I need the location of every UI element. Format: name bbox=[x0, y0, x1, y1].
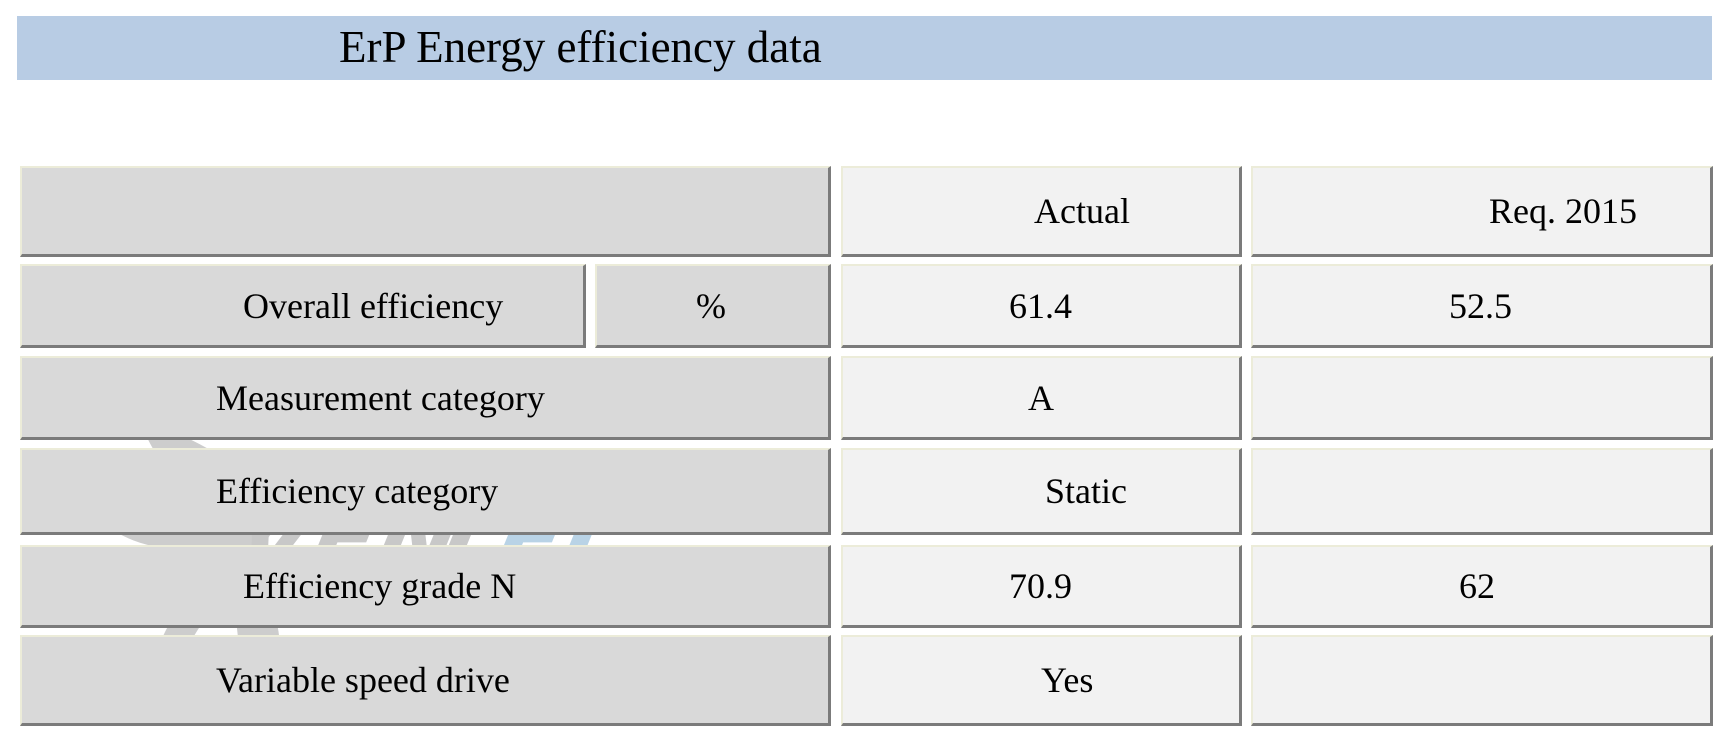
header-required-label: Req. 2015 bbox=[1489, 191, 1637, 231]
row-actual-cell: A bbox=[841, 356, 1242, 440]
row-actual-cell: Yes bbox=[841, 635, 1242, 726]
row-label: Efficiency category bbox=[216, 471, 499, 511]
row-actual-cell: 70.9 bbox=[841, 545, 1242, 628]
row-label-cell: Overall efficiency bbox=[20, 264, 586, 348]
row-label: Measurement category bbox=[216, 377, 545, 418]
row-required-value: 52.5 bbox=[1449, 285, 1512, 326]
row-actual-value: 70.9 bbox=[1009, 566, 1072, 606]
row-unit-cell: % bbox=[595, 264, 831, 348]
row-label-cell: Efficiency category bbox=[20, 448, 831, 535]
row-required-cell bbox=[1251, 635, 1713, 726]
row-label-cell: Variable speed drive bbox=[20, 635, 831, 726]
row-actual-value: 61.4 bbox=[1009, 285, 1072, 326]
row-actual-cell: Static bbox=[841, 448, 1242, 535]
row-label: Variable speed drive bbox=[216, 660, 510, 700]
row-required-cell bbox=[1251, 448, 1713, 535]
header-blank-cell bbox=[20, 166, 831, 257]
row-actual-cell: 61.4 bbox=[841, 264, 1242, 348]
row-label-cell: Measurement category bbox=[20, 356, 831, 440]
header-actual-label: Actual bbox=[1034, 191, 1130, 231]
row-actual-value: A bbox=[1028, 377, 1054, 418]
row-required-cell: 62 bbox=[1251, 545, 1713, 628]
row-required-cell: 52.5 bbox=[1251, 264, 1713, 348]
header-actual-cell: Actual bbox=[841, 166, 1242, 257]
title-bar: ErP Energy efficiency data bbox=[17, 16, 1712, 80]
row-label: Efficiency grade N bbox=[243, 566, 517, 606]
header-required-cell: Req. 2015 bbox=[1251, 166, 1713, 257]
row-actual-value: Static bbox=[1045, 471, 1127, 511]
row-required-cell bbox=[1251, 356, 1713, 440]
page-title: ErP Energy efficiency data bbox=[339, 22, 822, 72]
row-actual-value: Yes bbox=[1041, 660, 1094, 700]
row-label: Overall efficiency bbox=[243, 285, 504, 326]
row-required-value: 62 bbox=[1459, 566, 1495, 606]
row-label-cell: Efficiency grade N bbox=[20, 545, 831, 628]
row-unit: % bbox=[696, 285, 726, 326]
